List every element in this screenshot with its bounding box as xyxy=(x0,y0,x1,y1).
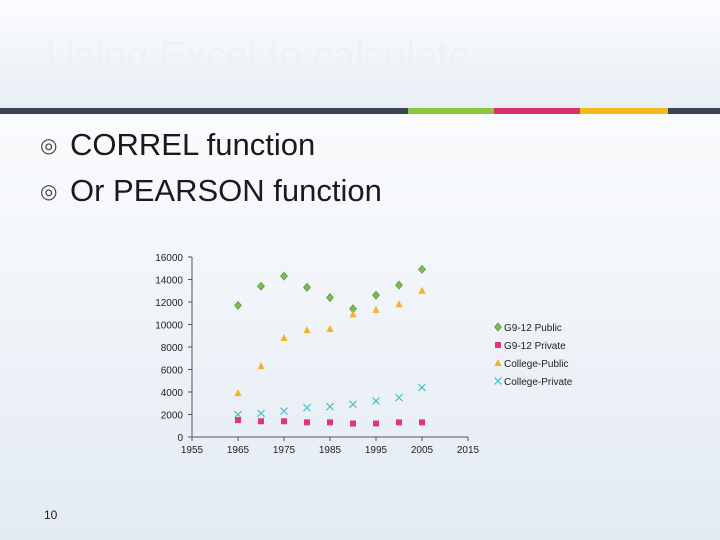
x-tick-label: 1975 xyxy=(273,445,296,456)
data-point xyxy=(395,393,403,402)
y-tick-label: 8000 xyxy=(161,343,184,354)
data-point xyxy=(372,305,380,313)
bullet-text: CORREL function xyxy=(70,127,316,162)
data-point xyxy=(349,310,357,318)
data-point xyxy=(235,417,241,424)
title-bar: Using Excel to calculate xyxy=(0,0,720,108)
y-tick-label: 16000 xyxy=(155,253,183,264)
legend-label: College-Private xyxy=(504,377,573,388)
legend-marker xyxy=(495,342,501,348)
data-point xyxy=(257,281,265,291)
y-tick-label: 2000 xyxy=(161,411,184,422)
y-tick-label: 14000 xyxy=(155,276,183,287)
data-point xyxy=(349,400,357,409)
data-point xyxy=(373,420,379,427)
data-point xyxy=(280,271,288,281)
data-point xyxy=(326,325,334,332)
legend-marker xyxy=(494,377,502,385)
x-tick-label: 2015 xyxy=(457,445,480,456)
data-point xyxy=(303,282,311,292)
data-point xyxy=(327,419,333,426)
x-tick-label: 1995 xyxy=(365,445,388,456)
data-point xyxy=(372,290,380,300)
data-point xyxy=(280,407,288,416)
stripe-magenta xyxy=(494,108,580,114)
bullet-item: ◎ Or PEARSON function xyxy=(40,168,382,214)
legend-marker xyxy=(494,322,502,332)
y-tick-label: 6000 xyxy=(161,366,184,377)
data-point xyxy=(257,409,265,418)
bullet-item: ◎ CORREL function xyxy=(40,122,382,168)
data-point xyxy=(396,419,402,426)
bullet-text: Or PEARSON function xyxy=(70,173,382,208)
legend-label: College-Public xyxy=(504,359,568,370)
data-point xyxy=(304,419,310,426)
data-point xyxy=(234,389,242,397)
stripe-green xyxy=(408,108,494,114)
data-point xyxy=(281,418,287,425)
data-point xyxy=(418,286,426,294)
legend-label: G9-12 Private xyxy=(504,341,566,352)
page-number: 10 xyxy=(44,508,58,522)
data-point xyxy=(303,403,311,412)
data-point xyxy=(419,419,425,426)
data-point xyxy=(418,383,426,392)
x-tick-label: 1985 xyxy=(319,445,342,456)
stripe-dark-end xyxy=(668,108,720,114)
data-point xyxy=(395,300,403,308)
x-tick-label: 2005 xyxy=(411,445,434,456)
circle-bullet-icon: ◎ xyxy=(40,180,58,203)
data-point xyxy=(280,334,288,341)
data-point xyxy=(234,300,242,310)
data-point xyxy=(257,362,265,370)
y-tick-label: 4000 xyxy=(161,388,184,399)
circle-bullet-icon: ◎ xyxy=(40,134,58,157)
data-point xyxy=(372,397,380,405)
x-tick-label: 1955 xyxy=(181,445,204,456)
legend-label: G9-12 Public xyxy=(504,323,562,334)
slide-title: Using Excel to calculate xyxy=(46,34,471,78)
x-tick-label: 1965 xyxy=(227,445,250,456)
y-tick-label: 0 xyxy=(177,433,183,444)
data-point xyxy=(303,326,311,334)
data-point xyxy=(326,293,334,302)
y-tick-label: 12000 xyxy=(155,298,183,309)
data-point xyxy=(234,410,242,419)
bullet-list: ◎ CORREL function ◎ Or PEARSON function xyxy=(40,122,382,214)
stripe-yellow xyxy=(580,108,668,114)
y-tick-label: 10000 xyxy=(155,321,183,332)
stripe-dark xyxy=(0,108,408,114)
legend-marker xyxy=(494,359,502,366)
data-point xyxy=(418,264,426,274)
data-point xyxy=(350,420,356,427)
data-point xyxy=(326,402,334,411)
data-point xyxy=(395,280,403,290)
data-point xyxy=(258,418,264,425)
